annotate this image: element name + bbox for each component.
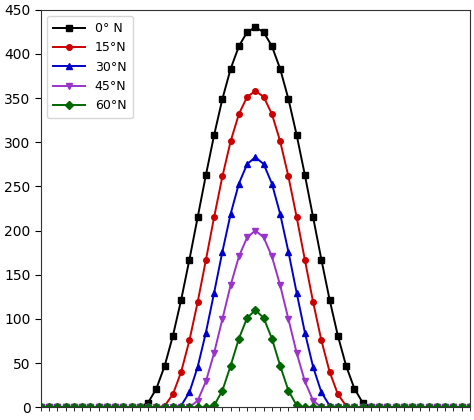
45°N — [376, 405, 382, 410]
15°N — [302, 257, 308, 262]
60°N — [319, 405, 324, 410]
30°N — [302, 330, 308, 335]
30°N — [376, 405, 382, 410]
Line: 60°N: 60°N — [38, 307, 473, 410]
15°N — [38, 405, 44, 410]
60°N — [253, 307, 258, 312]
0° N — [376, 405, 382, 410]
0° N — [319, 257, 324, 262]
30°N — [319, 390, 324, 395]
0° N — [302, 173, 308, 178]
30°N — [467, 405, 473, 410]
45°N — [426, 405, 431, 410]
45°N — [467, 405, 473, 410]
Line: 45°N: 45°N — [38, 228, 473, 410]
45°N — [38, 405, 44, 410]
60°N — [467, 405, 473, 410]
0° N — [253, 25, 258, 30]
15°N — [294, 215, 300, 220]
60°N — [302, 405, 308, 410]
Line: 0° N: 0° N — [38, 24, 473, 410]
15°N — [154, 405, 159, 410]
45°N — [253, 228, 258, 233]
0° N — [294, 132, 300, 137]
60°N — [38, 405, 44, 410]
0° N — [467, 405, 473, 410]
15°N — [376, 405, 382, 410]
60°N — [426, 405, 431, 410]
15°N — [467, 405, 473, 410]
60°N — [376, 405, 382, 410]
Line: 15°N: 15°N — [38, 88, 473, 410]
30°N — [154, 405, 159, 410]
0° N — [38, 405, 44, 410]
0° N — [426, 405, 431, 410]
15°N — [319, 338, 324, 343]
Legend: 0° N, 15°N, 30°N, 45°N, 60°N: 0° N, 15°N, 30°N, 45°N, 60°N — [47, 16, 133, 118]
Line: 30°N: 30°N — [38, 155, 473, 410]
45°N — [302, 379, 308, 384]
30°N — [38, 405, 44, 410]
45°N — [154, 405, 159, 410]
60°N — [294, 403, 300, 408]
30°N — [253, 155, 258, 160]
30°N — [426, 405, 431, 410]
45°N — [294, 350, 300, 355]
15°N — [253, 89, 258, 94]
30°N — [294, 290, 300, 295]
45°N — [319, 405, 324, 410]
60°N — [154, 405, 159, 410]
15°N — [426, 405, 431, 410]
0° N — [154, 386, 159, 391]
